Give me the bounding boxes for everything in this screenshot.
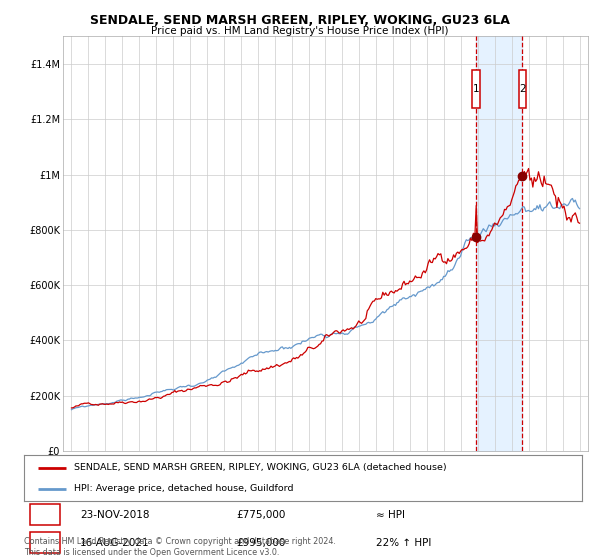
- FancyBboxPatch shape: [29, 505, 60, 525]
- Text: SENDALE, SEND MARSH GREEN, RIPLEY, WOKING, GU23 6LA (detached house): SENDALE, SEND MARSH GREEN, RIPLEY, WOKIN…: [74, 463, 447, 472]
- Text: 23-NOV-2018: 23-NOV-2018: [80, 510, 149, 520]
- Text: 16-AUG-2021: 16-AUG-2021: [80, 538, 149, 548]
- Text: 1: 1: [473, 84, 479, 94]
- FancyBboxPatch shape: [29, 533, 60, 553]
- Text: 2: 2: [41, 538, 48, 548]
- Text: HPI: Average price, detached house, Guildford: HPI: Average price, detached house, Guil…: [74, 484, 294, 493]
- Text: SENDALE, SEND MARSH GREEN, RIPLEY, WOKING, GU23 6LA: SENDALE, SEND MARSH GREEN, RIPLEY, WOKIN…: [90, 14, 510, 27]
- FancyBboxPatch shape: [472, 69, 480, 108]
- Text: ≈ HPI: ≈ HPI: [376, 510, 404, 520]
- Text: £995,000: £995,000: [236, 538, 286, 548]
- Text: 22% ↑ HPI: 22% ↑ HPI: [376, 538, 431, 548]
- Text: 2: 2: [519, 84, 526, 94]
- Text: Price paid vs. HM Land Registry's House Price Index (HPI): Price paid vs. HM Land Registry's House …: [151, 26, 449, 36]
- Text: 1: 1: [41, 510, 48, 520]
- FancyBboxPatch shape: [518, 69, 526, 108]
- Text: Contains HM Land Registry data © Crown copyright and database right 2024.
This d: Contains HM Land Registry data © Crown c…: [24, 537, 336, 557]
- Text: £775,000: £775,000: [236, 510, 286, 520]
